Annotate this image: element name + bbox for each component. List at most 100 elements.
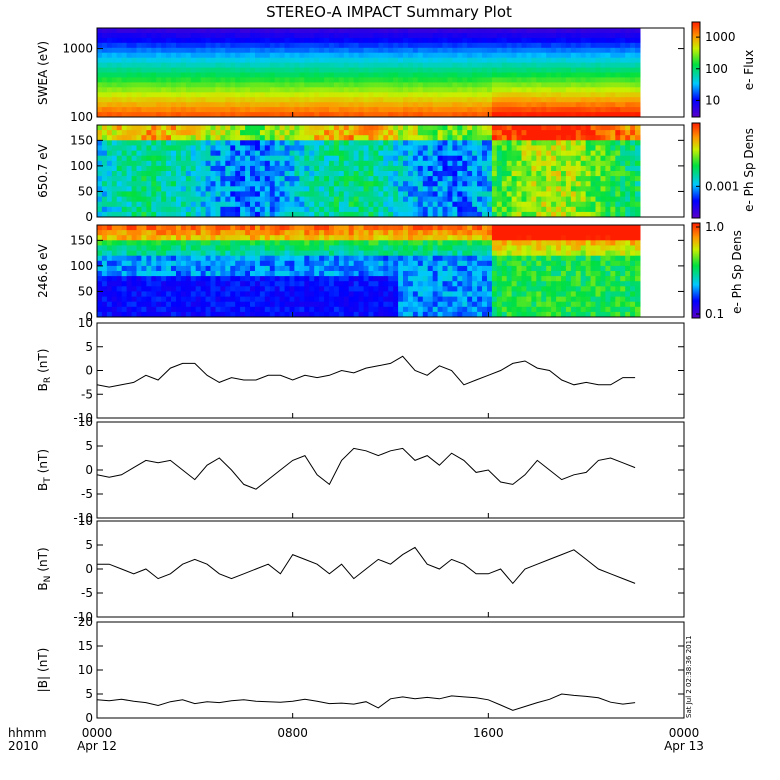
pad650-cell	[101, 155, 108, 162]
swea-cell	[294, 28, 300, 34]
pad246-cell	[225, 245, 231, 252]
swea-cell	[97, 42, 103, 49]
pad650-cell	[97, 191, 103, 198]
swea-cell	[580, 87, 587, 93]
swea-cell	[141, 37, 147, 44]
pad650-cell	[442, 155, 448, 162]
swea-cell	[496, 37, 503, 44]
pad246-cell	[259, 225, 266, 231]
pad650-cell	[625, 135, 631, 141]
pad650-cell	[625, 145, 631, 152]
pad650-cell	[126, 211, 133, 217]
pad246-cell	[279, 255, 286, 262]
pad650-cell	[491, 150, 498, 157]
pad650-cell	[580, 186, 587, 192]
swea-cell	[289, 87, 295, 93]
pad650-cell	[210, 176, 216, 182]
pad246-cell	[121, 281, 128, 287]
pad246-cell	[368, 225, 374, 231]
swea-cell	[422, 28, 429, 34]
swea-cell	[131, 107, 138, 113]
pad246-cell	[299, 271, 305, 277]
swea-cell	[161, 37, 167, 44]
pad650-cell	[106, 176, 113, 182]
swea-cell	[388, 72, 394, 78]
pad650-cell	[225, 181, 231, 187]
swea-cell	[146, 72, 152, 78]
pad650-cell	[630, 160, 636, 167]
swea-cell	[176, 72, 182, 78]
pad650-cell	[259, 125, 266, 131]
swea-cell	[610, 42, 616, 49]
swea-cell	[131, 57, 138, 64]
pad650-cell	[432, 181, 439, 187]
pad246-cell	[259, 281, 266, 287]
pad246-cell	[284, 245, 291, 252]
pad650-cell	[230, 176, 236, 182]
swea-cell	[329, 47, 335, 54]
swea-cell	[245, 47, 251, 54]
swea-cell	[447, 32, 453, 39]
swea-cell	[600, 62, 606, 69]
pad650-cell	[516, 130, 523, 136]
swea-cell	[309, 62, 315, 69]
pad246-cell	[294, 276, 300, 282]
pad246-cell	[185, 240, 192, 246]
pad650-cell	[467, 176, 473, 182]
pad650-cell	[353, 140, 360, 146]
pad246-cell	[141, 306, 147, 313]
pad650-cell	[412, 181, 419, 187]
pad650-cell	[368, 160, 374, 167]
pad246-cell	[156, 301, 162, 308]
swea-cell	[166, 28, 172, 34]
swea-cell	[116, 87, 123, 93]
swea-cell	[546, 57, 552, 64]
swea-cell	[136, 112, 142, 117]
pad650-cell	[180, 181, 187, 187]
pad246-cell	[111, 281, 118, 287]
pad650-cell	[338, 211, 345, 217]
swea-cell	[427, 62, 434, 69]
swea-cell	[565, 62, 572, 69]
swea-cell	[427, 47, 434, 54]
swea-cell	[289, 97, 295, 103]
pad650-cell	[546, 201, 552, 208]
pad650-cell	[575, 165, 582, 172]
pad650-cell	[432, 150, 439, 157]
pad246-cell	[200, 311, 207, 317]
pad650-cell	[521, 196, 527, 203]
swea-cell	[506, 97, 513, 103]
pad650-cell	[417, 165, 424, 172]
swea-cell	[561, 42, 567, 49]
swea-cell	[526, 47, 532, 54]
swea-cell	[432, 62, 439, 69]
swea-cell	[472, 102, 478, 108]
pad246-cell	[195, 235, 202, 241]
pad650-cell	[605, 125, 611, 131]
swea-cell	[259, 62, 266, 69]
pad650-cell	[319, 145, 325, 152]
pad650-cell	[378, 130, 384, 136]
pad246-cell	[259, 276, 266, 282]
pad246-cell	[353, 225, 360, 231]
pad246-cell	[319, 281, 325, 287]
swea-cell	[403, 32, 409, 39]
pad246-cell	[333, 245, 340, 252]
pad650-cell	[368, 130, 374, 136]
pad650-cell	[565, 191, 572, 198]
pad650-cell	[289, 150, 295, 157]
pad650-cell	[561, 176, 567, 182]
pad650-cell	[487, 145, 493, 152]
swea-cell	[176, 92, 182, 98]
pad246-cell	[171, 281, 177, 287]
swea-cell	[506, 28, 513, 34]
pad246-cell	[304, 296, 310, 303]
pad246-cell	[126, 235, 133, 241]
swea-cell	[536, 47, 542, 54]
swea-cell	[625, 72, 631, 78]
swea-cell	[383, 92, 389, 98]
swea-cell	[166, 102, 172, 108]
pad650-cell	[412, 165, 419, 172]
pad650-cell	[432, 135, 439, 141]
pad650-cell	[491, 160, 498, 167]
